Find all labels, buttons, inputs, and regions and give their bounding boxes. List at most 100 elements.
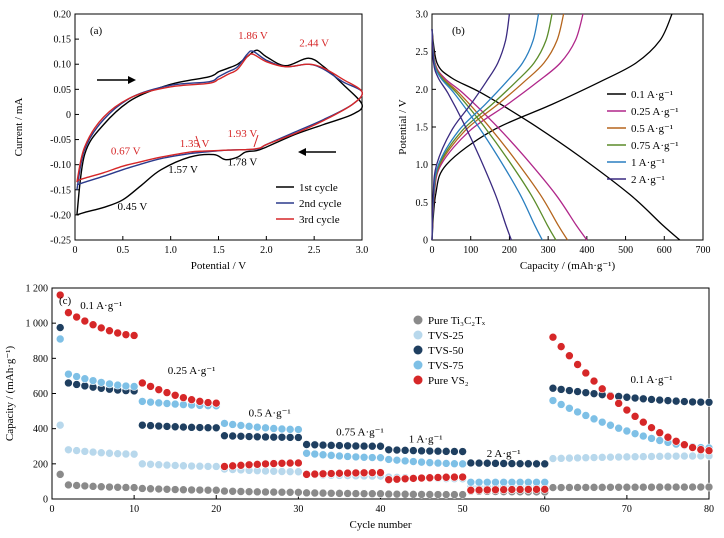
capacity-point: [671, 482, 681, 492]
capacity-point: [606, 420, 615, 430]
capacity-point: [515, 459, 525, 468]
capacity-point: [138, 420, 147, 430]
capacity-point: [162, 399, 172, 408]
discharge-curve-1: [431, 29, 681, 241]
capacity-point: [400, 456, 410, 466]
capacity-point: [310, 449, 320, 459]
capacity-point: [417, 490, 426, 499]
capacity-point: [88, 320, 98, 329]
capacity-point: [556, 400, 566, 409]
legend-label-2: TVS-25: [428, 330, 464, 342]
capacity-point: [515, 477, 525, 487]
capacity-point: [253, 460, 262, 469]
capacity-point: [680, 451, 689, 461]
capacity-point: [409, 490, 418, 499]
panel-a-y-tick-label: -0.05: [50, 135, 71, 146]
capacity-point: [72, 312, 81, 322]
capacity-point: [491, 459, 500, 468]
capacity-point: [466, 485, 476, 495]
capacity-point: [409, 457, 418, 466]
capacity-point: [663, 482, 673, 492]
capacity-point: [162, 460, 172, 470]
capacity-point: [688, 451, 697, 461]
panel-b: 0 100 200 300 400 500 600 700 0 0.5 1.0 1.5 2.0 2.5 3.…: [397, 10, 711, 273]
capacity-point: [417, 457, 426, 467]
capacity-point: [573, 453, 582, 463]
capacity-point: [220, 419, 229, 428]
capacity-point: [343, 489, 352, 498]
capacity-point: [310, 488, 320, 498]
panel-b-y-tick-label: 3.0: [416, 10, 429, 21]
panel-b-x-tick-label: 600: [657, 245, 672, 256]
capacity-point: [285, 458, 295, 468]
capacity-point: [351, 452, 361, 462]
legend-label-3: 0.5 A·g⁻¹: [631, 123, 673, 135]
capacity-point: [466, 458, 476, 468]
capacity-point: [597, 417, 607, 427]
legend-marker-3: [413, 345, 423, 355]
legend-label-1: Pure Ti₃C₂Tₓ: [428, 315, 486, 327]
capacity-point: [228, 431, 237, 441]
capacity-point: [146, 421, 155, 430]
capacity-point: [220, 462, 229, 471]
capacity-point: [359, 468, 369, 478]
capacity-point: [433, 458, 443, 468]
capacity-point: [277, 487, 287, 497]
capacity-point: [630, 412, 640, 421]
capacity-point: [146, 484, 155, 494]
capacity-point: [55, 470, 65, 479]
capacity-point: [638, 452, 648, 461]
panel-a-legend: 1st cycle 2nd cycle 3rd cycle: [276, 182, 342, 226]
capacity-point: [466, 477, 476, 487]
capacity-point: [425, 458, 435, 467]
capacity-point: [417, 473, 426, 483]
panel-c-y-tick-label: 400: [33, 424, 48, 435]
scan-direction-arrowhead: [298, 148, 306, 156]
capacity-point: [318, 488, 328, 498]
capacity-point: [285, 487, 295, 497]
capacity-point: [105, 379, 114, 389]
panel-c-y-axis-label: Capacity / (mAh·g⁻¹): [4, 346, 16, 442]
panel-a-y-tick-label: 0.15: [54, 35, 72, 46]
capacity-point: [220, 431, 229, 441]
capacity-point: [277, 458, 287, 468]
capacity-point: [129, 483, 139, 492]
capacity-point: [170, 399, 180, 409]
capacity-point: [318, 450, 328, 460]
panel-b-x-tick-label: 100: [463, 245, 478, 256]
capacity-point: [671, 451, 681, 461]
capacity-point: [376, 489, 385, 499]
capacity-point: [565, 403, 574, 413]
panel-b-y-axis-label: Potential / V: [397, 99, 409, 154]
capacity-point: [261, 466, 270, 476]
capacity-point: [573, 360, 582, 369]
capacity-point: [655, 428, 665, 438]
capacity-point: [392, 455, 402, 465]
capacity-point: [105, 326, 114, 336]
capacity-point: [359, 489, 369, 498]
capacity-point: [565, 483, 574, 492]
capacity-point: [129, 382, 139, 391]
capacity-point: [203, 462, 213, 471]
panel-b-label: (b): [452, 25, 465, 37]
capacity-point: [64, 369, 73, 379]
capacity-point: [121, 483, 131, 492]
capacity-point: [335, 489, 344, 498]
capacity-point: [138, 459, 147, 469]
capacity-point: [179, 422, 188, 432]
panel-b-x-tick-label: 0: [430, 245, 435, 256]
capacity-point: [55, 290, 65, 300]
capacity-point: [294, 425, 303, 434]
capacity-point: [138, 397, 147, 406]
capacity-point: [704, 397, 714, 407]
capacity-point: [220, 486, 229, 496]
capacity-point: [680, 440, 689, 450]
capacity-point: [581, 388, 591, 397]
capacity-point: [318, 469, 328, 479]
legend-label-6: 2 A·g⁻¹: [631, 174, 665, 186]
panel-a-x-tick-label: 0: [73, 245, 78, 256]
capacity-point: [113, 449, 122, 458]
capacity-point: [179, 393, 188, 402]
